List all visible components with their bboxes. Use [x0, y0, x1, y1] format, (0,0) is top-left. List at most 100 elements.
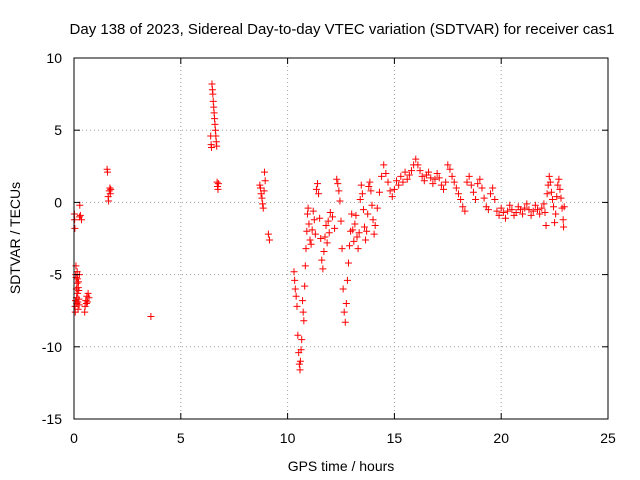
data-point — [299, 308, 307, 316]
data-point — [454, 190, 462, 198]
data-point — [344, 259, 352, 267]
data-point — [412, 155, 420, 163]
data-point — [257, 190, 265, 198]
data-point — [463, 178, 471, 186]
data-point — [307, 240, 315, 248]
data-point — [316, 214, 324, 222]
data-point — [476, 175, 484, 183]
data-point — [209, 90, 217, 98]
data-point — [333, 175, 341, 183]
data-point — [73, 275, 81, 283]
data-point — [560, 223, 568, 231]
x-tick-label: 5 — [177, 430, 185, 446]
data-point — [393, 177, 401, 185]
data-point — [401, 168, 409, 176]
data-point — [495, 211, 503, 219]
data-point — [259, 204, 267, 212]
data-point — [559, 216, 567, 224]
gridlines — [74, 58, 608, 419]
axis-ticks: 0 5 10 15 20 25 -15 -10 -5 0 5 10 — [42, 50, 616, 446]
data-point — [457, 196, 465, 204]
data-point — [342, 299, 350, 307]
data-point — [71, 216, 79, 224]
data-point — [297, 346, 305, 354]
data-point — [373, 204, 381, 212]
data-point — [336, 197, 344, 205]
data-point — [435, 174, 443, 182]
data-point — [256, 184, 264, 192]
data-point — [75, 301, 83, 309]
data-point — [375, 188, 383, 196]
data-point — [534, 206, 542, 214]
data-point — [291, 276, 299, 284]
data-point — [322, 222, 330, 230]
y-tick-label: 0 — [54, 194, 62, 210]
data-point — [382, 170, 390, 178]
data-point — [317, 235, 325, 242]
data-point — [555, 175, 563, 183]
data-point — [397, 172, 405, 180]
data-point — [294, 331, 302, 339]
data-point — [368, 201, 376, 209]
x-axis-label: GPS time / hours — [288, 458, 395, 474]
data-point — [346, 242, 354, 250]
data-point — [260, 187, 268, 195]
data-point — [364, 210, 372, 218]
data-point — [105, 187, 113, 195]
data-point — [305, 220, 313, 228]
data-point — [427, 174, 435, 182]
data-point — [556, 185, 564, 193]
data-point — [328, 213, 336, 221]
data-point — [318, 256, 326, 264]
data-point — [349, 226, 357, 234]
data-point — [418, 172, 426, 180]
data-point — [306, 236, 314, 244]
data-point — [487, 190, 495, 198]
data-point — [448, 172, 456, 180]
data-point — [529, 207, 537, 215]
data-point — [480, 194, 488, 202]
data-point — [371, 222, 379, 230]
data-point — [325, 229, 333, 237]
data-point — [77, 216, 85, 224]
data-point — [341, 318, 349, 326]
data-point — [542, 222, 550, 230]
data-point — [339, 285, 347, 293]
data-point — [301, 262, 309, 270]
data-point — [296, 366, 304, 374]
data-point — [547, 188, 555, 196]
data-point — [105, 197, 113, 205]
data-point — [74, 289, 82, 297]
data-point — [548, 196, 556, 204]
data-point — [386, 187, 394, 195]
data-point — [444, 161, 452, 169]
data-point — [74, 278, 82, 286]
data-point — [390, 185, 398, 193]
x-tick-label: 25 — [600, 430, 616, 446]
data-point — [350, 237, 358, 245]
data-point — [81, 302, 89, 310]
data-point — [551, 219, 559, 227]
data-point — [354, 245, 362, 253]
data-point — [474, 180, 482, 188]
data-point — [405, 171, 413, 179]
data-point — [261, 177, 269, 185]
data-point — [366, 178, 374, 186]
y-tick-label: -5 — [50, 267, 63, 283]
data-point — [362, 236, 370, 244]
data-point — [337, 217, 345, 225]
data-point — [299, 297, 307, 305]
data-point — [469, 188, 477, 196]
data-point — [519, 210, 527, 218]
data-point — [326, 209, 334, 217]
plot-frame — [73, 57, 609, 420]
data-point — [440, 185, 448, 193]
data-point — [335, 187, 343, 195]
data-point — [543, 190, 551, 198]
data-point — [265, 236, 273, 244]
data-point — [461, 207, 469, 215]
data-point — [442, 178, 450, 186]
data-point — [315, 190, 323, 198]
data-point — [356, 196, 364, 204]
data-point — [378, 172, 386, 180]
